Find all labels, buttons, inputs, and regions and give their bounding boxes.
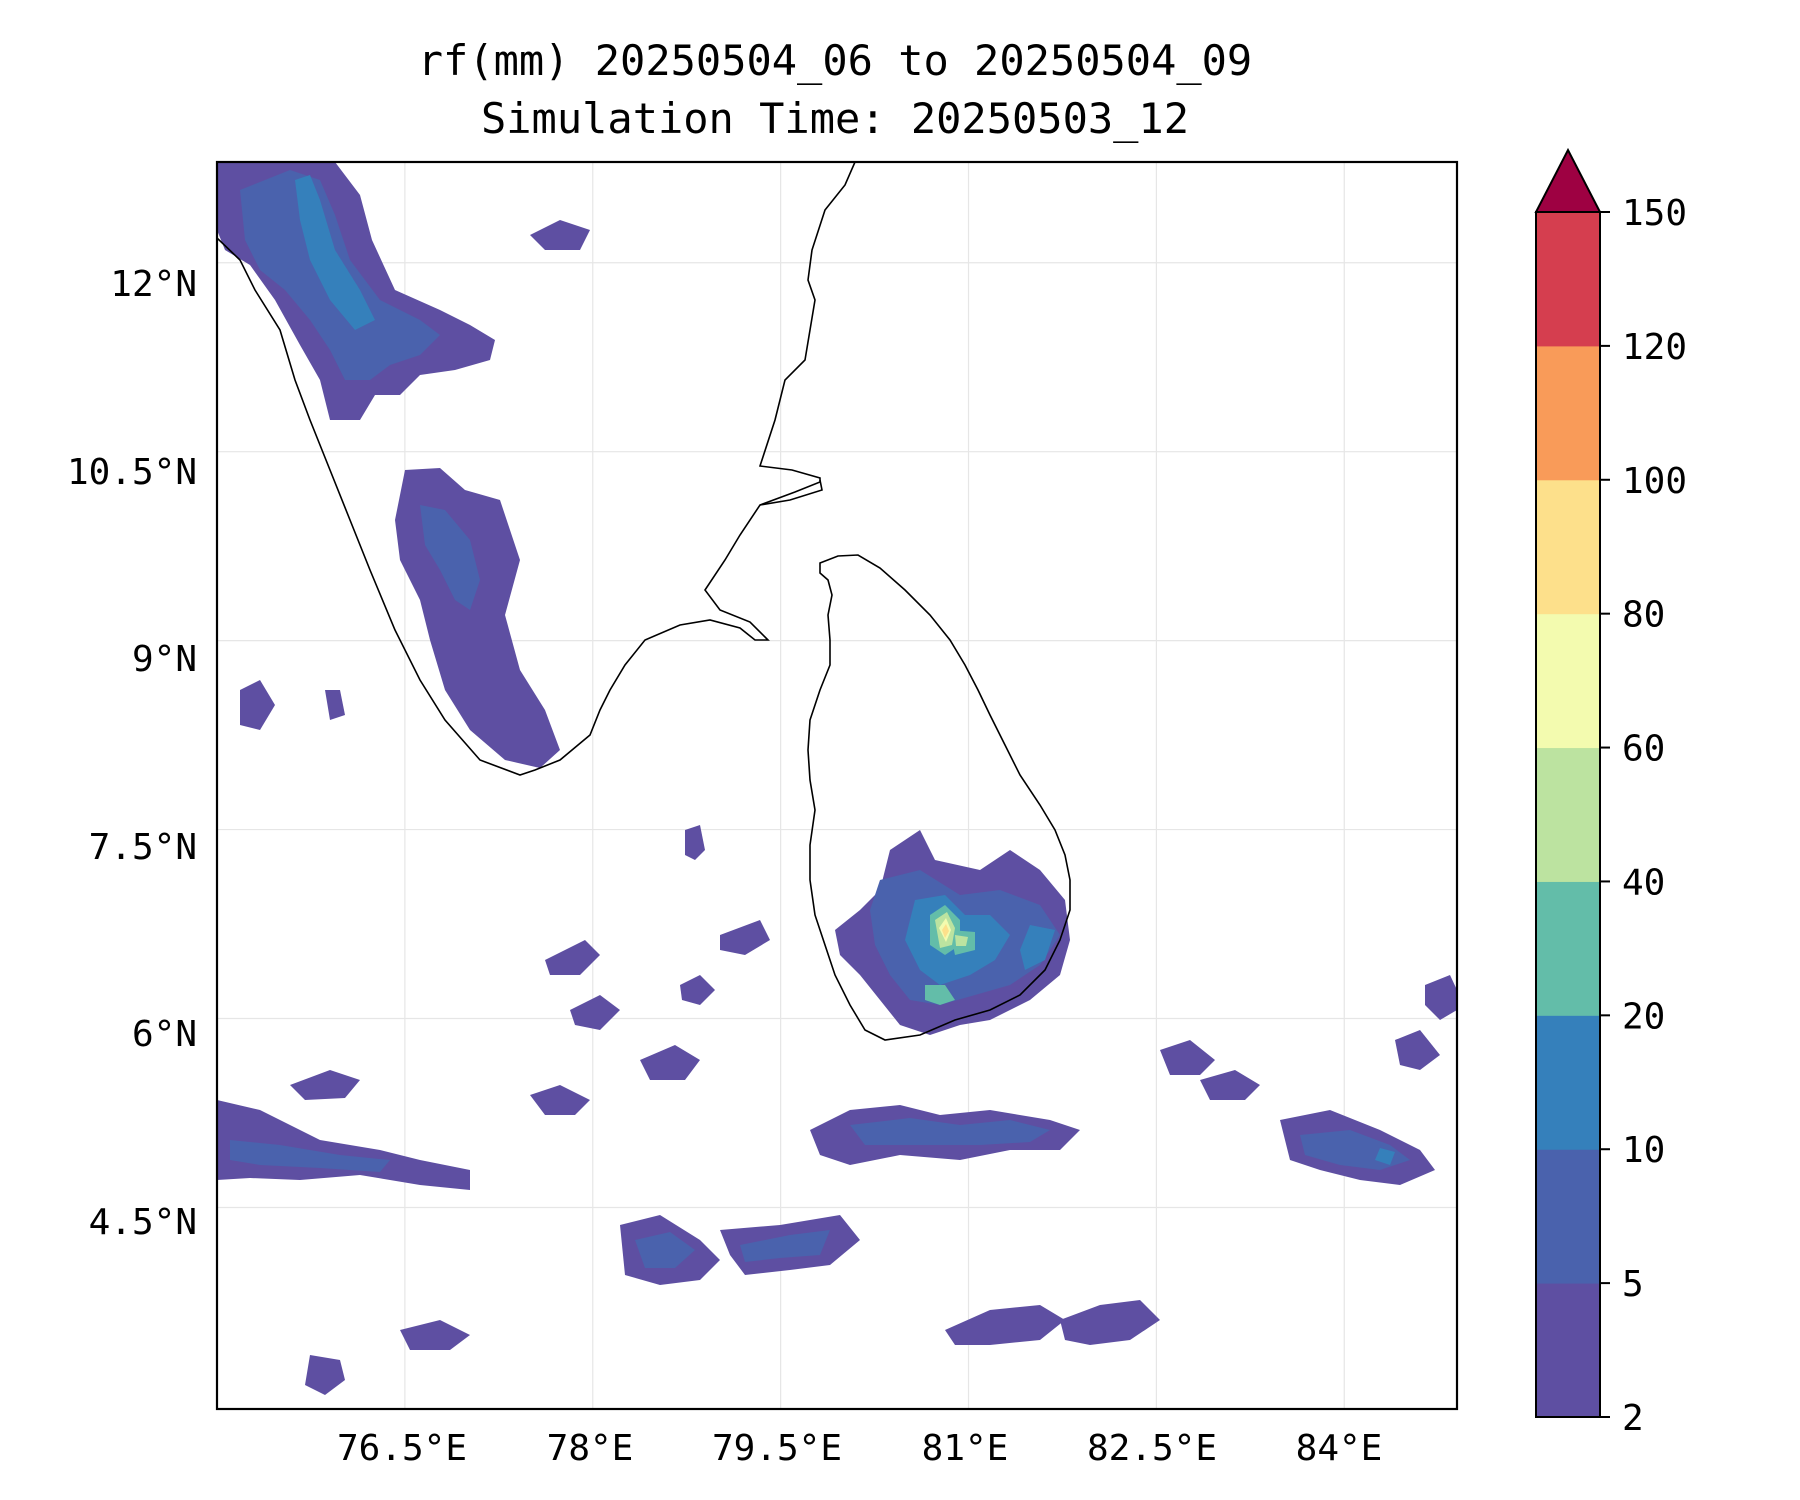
lat-tick-label: 10.5°N [67,452,197,493]
colorbar-tick-label: 10 [1622,1130,1665,1171]
colorbar-swatch [1536,479,1600,615]
colorbar-tick-label: 100 [1622,461,1687,502]
lat-tick-label: 9°N [132,639,197,680]
colorbar-tick-label: 40 [1622,862,1665,903]
coastline [217,162,1071,1041]
lon-tick-label: 79.5°E [712,1428,842,1469]
colorbar-ticks: 2 5 10 20 40 60 80 100 120 150 [1600,193,1687,1439]
map-frame [215,160,1459,1411]
map-gridlines [217,162,1457,1409]
india-west-coast [217,162,856,776]
lat-tick-label: 6°N [132,1014,197,1055]
lat-tick-label: 12°N [110,264,197,305]
colorbar-tick-label: 120 [1622,327,1687,368]
lon-tick-label: 84°E [1296,1428,1383,1469]
colorbar-swatch [1536,747,1600,882]
colorbar-swatches [1536,212,1600,1418]
colorbar-tick-label: 2 [1622,1398,1644,1439]
colorbar-frame [1535,211,1601,1418]
lat-tick-label: 4.5°N [89,1202,197,1243]
colorbar-swatch [1536,613,1600,749]
colorbar-swatch [1536,1149,1600,1284]
colorbar-swatch [1536,212,1600,347]
colorbar-swatch [1536,1283,1600,1418]
lat-tick-label: 7.5°N [89,827,197,868]
colorbar-extend-arrow [1534,147,1602,213]
rainfall-field [217,162,1457,1395]
rainfall-contour-80-100 [942,924,949,938]
colorbar-tick-label: 150 [1622,193,1687,234]
colorbar-swatch [1536,881,1600,1016]
colorbar-tick-label: 20 [1622,996,1665,1037]
longitude-axis: 76.5°E 78°E 79.5°E 81°E 82.5°E 84°E [337,1428,1382,1469]
lon-tick-label: 81°E [922,1428,1009,1469]
sri-lanka-coast [807,554,1071,1041]
map-panel: 76.5°E 78°E 79.5°E 81°E 82.5°E 84°E 12°N… [67,160,1459,1469]
colorbar-tick-label: 80 [1622,595,1665,636]
colorbar-swatch [1536,345,1600,481]
colorbar-tick-label: 5 [1622,1264,1644,1305]
lon-tick-label: 78°E [547,1428,634,1469]
map-title-line-2: Simulation Time: 20250503_12 [480,94,1189,143]
gulf-of-mannar-coast [759,479,823,506]
lon-tick-label: 82.5°E [1087,1428,1217,1469]
lon-tick-label: 76.5°E [337,1428,467,1469]
colorbar-tick-label: 60 [1622,729,1665,770]
latitude-axis: 12°N 10.5°N 9°N 7.5°N 6°N 4.5°N [67,264,197,1243]
map-title-line-1: rf(mm) 20250504_06 to 20250504_09 [417,36,1253,85]
colorbar-swatch [1536,1015,1600,1150]
colorbar: 2 5 10 20 40 60 80 100 120 150 [1534,147,1687,1439]
